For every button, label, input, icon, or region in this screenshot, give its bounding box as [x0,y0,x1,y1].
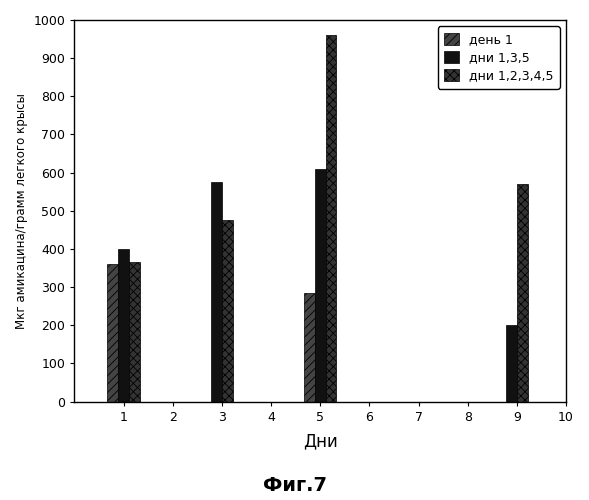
Bar [517,184,528,402]
Bar [315,169,326,402]
Text: Фиг.7: Фиг.7 [263,476,326,495]
Bar [222,220,233,402]
Bar [129,262,140,402]
Legend: день 1, дни 1,3,5, дни 1,2,3,4,5: день 1, дни 1,3,5, дни 1,2,3,4,5 [438,26,560,88]
Y-axis label: Мкг амикацина/грамм легкого крысы: Мкг амикацина/грамм легкого крысы [15,93,28,329]
Bar [107,264,118,402]
Bar [506,326,517,402]
Bar [211,182,222,402]
Bar [304,293,315,402]
X-axis label: Дни: Дни [303,432,337,450]
Bar [118,249,129,402]
Bar [326,36,336,402]
